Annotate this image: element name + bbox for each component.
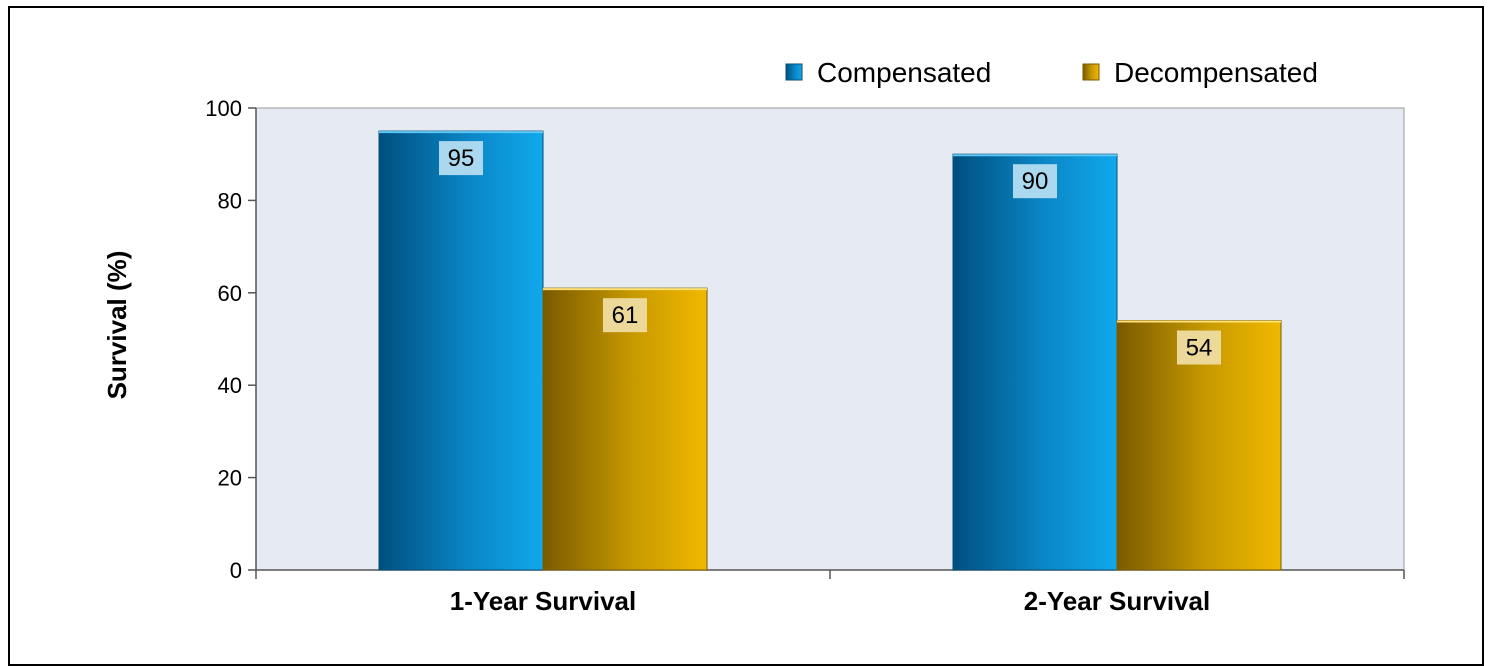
y-tick-label: 100 [205, 96, 242, 121]
y-tick-label: 0 [230, 558, 242, 583]
legend-label-compensated: Compensated [817, 57, 991, 88]
data-label: 90 [1022, 168, 1049, 195]
data-label: 61 [612, 302, 639, 329]
bar-compensated-1 [378, 130, 544, 571]
y-tick-label: 20 [218, 466, 242, 491]
bar-chart: 0 20 40 60 80 100 1-Year Survival 2-Year Surviv… [102, 57, 1405, 616]
data-label-box [1013, 164, 1057, 199]
data-label-box [1177, 330, 1221, 365]
legend-label-decompensated: Decompensated [1114, 57, 1318, 88]
x-category-label: 1-Year Survival [450, 586, 636, 616]
data-label-box [439, 141, 483, 176]
data-label: 54 [1186, 335, 1213, 362]
y-tick-label: 80 [218, 188, 242, 213]
legend-swatch-compensated [785, 63, 803, 81]
data-label-box [603, 298, 647, 333]
y-tick-label: 60 [218, 281, 242, 306]
y-tick-label: 40 [218, 373, 242, 398]
x-category-label: 2-Year Survival [1024, 586, 1210, 616]
bar-decompensated-1 [542, 287, 708, 571]
bar-compensated-2 [952, 153, 1118, 571]
legend-swatch-decompensated [1082, 63, 1100, 81]
data-label: 95 [448, 145, 475, 172]
y-axis-title: Survival (%) [102, 251, 132, 400]
